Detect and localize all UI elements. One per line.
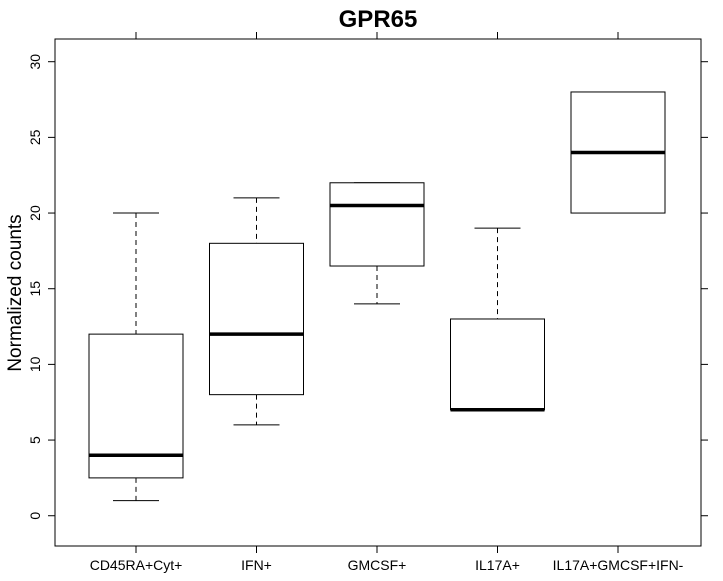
y-tick-label: 20 (27, 205, 43, 221)
x-tick-label: GMCSF+ (348, 557, 407, 573)
x-tick-label: IL17A+GMCSF+IFN- (553, 557, 684, 573)
y-axis-label: Normalized counts (5, 214, 26, 371)
y-tick-label: 10 (27, 356, 43, 372)
box-gmcsf (329, 182, 425, 305)
y-tick-label: 5 (27, 436, 43, 444)
y-tick-label: 0 (27, 512, 43, 520)
iqr-box (329, 182, 425, 267)
y-tick-label: 25 (27, 129, 43, 145)
y-tick-label: 30 (27, 54, 43, 70)
axes-layer: 0 5 10 15 20 25 30 CD45RA+Cyt+ IFN+ GMCSF+ IL17A+ I… (27, 32, 708, 573)
iqr-box (450, 318, 545, 411)
x-tick-label: IFN+ (241, 557, 272, 573)
box-ifn (209, 197, 304, 426)
chart-title: GPR65 (339, 6, 418, 33)
y-tick-label: 15 (27, 281, 43, 297)
boxes-layer (88, 91, 666, 502)
x-tick-label: IL17A+ (475, 557, 520, 573)
iqr-box (209, 242, 304, 396)
box-cd45ra-cyt (88, 212, 184, 502)
plot-frame (54, 38, 702, 547)
box-il17a (450, 227, 545, 412)
x-tick-label: CD45RA+Cyt+ (90, 557, 183, 573)
box-il17a-gmcsf-ifn (570, 91, 666, 214)
